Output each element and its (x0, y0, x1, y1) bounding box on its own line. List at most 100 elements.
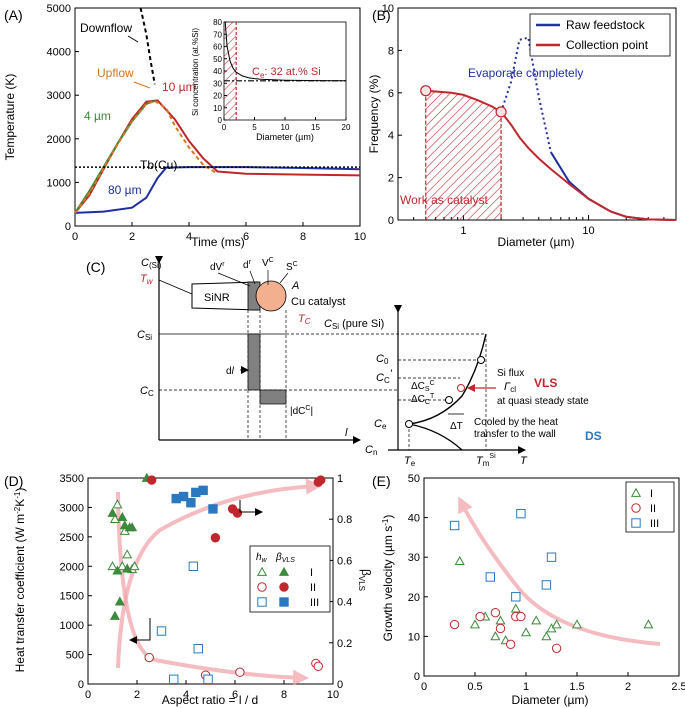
c-cooled-label-2: transfer to the wall (474, 429, 556, 440)
panel-d-legend-iii: III (310, 597, 319, 609)
d-point-square-filled (208, 504, 218, 514)
b-ytick-label: 10 (382, 3, 394, 15)
c-tm-label: TmSi (476, 453, 496, 468)
a-series-line-3 (74, 99, 219, 214)
panel-d-legend-hw: hw (256, 552, 268, 564)
b-ytick-label: 8 (388, 45, 394, 57)
e-xtick-label: 2 (625, 681, 631, 693)
c-point-ce (405, 420, 413, 428)
b-start-point (420, 85, 432, 97)
d-xtick-label: 0 (85, 689, 91, 701)
c-dr-label: dr (243, 259, 252, 271)
c-delta-cc-label: ΔCCT (411, 393, 435, 406)
c-cc-prime-label: CC' (376, 368, 393, 385)
panel-d-legend-markers (256, 566, 290, 607)
e-point-square-open (485, 572, 496, 582)
panel-e-legend-markers (630, 487, 642, 528)
panel-a-series (74, 7, 361, 214)
d-ytick-label: 2000 (60, 561, 84, 573)
e-ytick-label: 50 (408, 473, 420, 485)
inset-ytick-label: 50 (213, 55, 222, 64)
e-point-circle-open (506, 639, 516, 650)
panel-e-label: (E) (372, 473, 391, 489)
panel-a-upflow-label: Upflow (97, 66, 134, 80)
panel-a-downflow-label: Downflow (80, 21, 132, 35)
b-ytick-label: 2 (388, 173, 394, 185)
d-point-square-filled (186, 498, 196, 508)
d-ytick-label: 1500 (60, 591, 84, 603)
d-point-triangle-open (117, 561, 128, 571)
panel-d-trend-beta (116, 478, 322, 669)
d-point-triangle-open (109, 513, 120, 524)
panel-d-xlabel: Aspect ratio = l / d (162, 693, 258, 707)
d-point-triangle-filled (114, 596, 125, 606)
d-xtick-label: 2 (134, 689, 140, 701)
e-point-square-open (516, 508, 526, 519)
e-point-circle-open (449, 619, 460, 630)
c-l-axis-label: l (345, 427, 348, 439)
a-xtick-label: 4 (186, 231, 192, 243)
e-point-circle-open (490, 607, 501, 618)
d-xtick-label: 6 (232, 689, 238, 701)
d-point-square-open (156, 626, 167, 636)
c-si-flux-label: Si flux (497, 368, 524, 379)
panel-a-4um-label: 4 µm (84, 109, 111, 123)
panel-b-frame (397, 7, 677, 221)
legend-raw-feedstock: Raw feedstock (566, 18, 646, 32)
d-y2tick-label: 0.4 (337, 597, 352, 609)
d-ytick-label: 3500 (60, 473, 84, 485)
c-cn-label: Cn (365, 444, 377, 457)
d-ytick-label: 2500 (60, 532, 84, 544)
d-point-square-open (203, 674, 213, 684)
c-cooled-label-1: Cooled by the heat (474, 417, 558, 428)
a-xtick-label: 2 (129, 231, 135, 243)
panel-d-series (107, 472, 326, 684)
d-point-triangle-open (107, 561, 118, 571)
a-xtick-label: 10 (354, 231, 366, 243)
panel-a-label: (A) (4, 7, 23, 23)
inset-curve (224, 21, 347, 82)
panel-b-evaporate-label: Evaporate completely (468, 66, 583, 80)
d-point-triangle-open (112, 499, 123, 509)
e-point-triangle-open (510, 603, 521, 613)
panel-e-legend-iii: III (650, 518, 659, 530)
panel-b-ylabel: Frequency (%) (367, 75, 381, 154)
panel-d-label: (D) (4, 473, 23, 489)
e-point-triangle-open (531, 615, 542, 625)
c-solvus-curve (408, 423, 463, 451)
d-point-circle-open (144, 652, 154, 663)
inset-xtick-label: 10 (281, 123, 290, 132)
panel-a-upflow-pointer (133, 81, 151, 89)
c-sc-pointer (279, 272, 289, 284)
inset-ylabel: Si concentration (at.%Si) (191, 28, 200, 116)
a-ytick-label: 0 (65, 221, 71, 233)
c-liquidus-curve (408, 333, 487, 425)
e-point-circle-open (475, 611, 485, 622)
c-quasi-label: at quasi steady state (497, 396, 589, 407)
e-xtick-label: 1.5 (569, 681, 584, 693)
d-ytick-label: 3000 (60, 502, 84, 514)
a-series-line-4 (139, 7, 156, 85)
panel-d-legend-i: I (310, 567, 313, 579)
a-xtick-label: 8 (300, 231, 306, 243)
d-legend-marker-beta (279, 582, 289, 592)
panel-e-legend-ii: II (650, 503, 656, 515)
inset-xlabel: Diameter (µm) (256, 132, 314, 142)
e-point-square-open (546, 552, 557, 562)
e-point-square-open (541, 580, 552, 590)
b-xtick-label: 1 (460, 225, 466, 237)
b-catalyst-hatch (425, 90, 502, 220)
c-ds-label: DS (585, 429, 602, 443)
e-point-triangle-open (571, 619, 583, 629)
panel-d-ylabel: Heat transfer coefficient (W m-2K-1) (13, 488, 27, 673)
a-ytick-label: 4000 (47, 47, 71, 59)
b-ytick-label: 0 (388, 215, 394, 227)
inset-hatch (224, 22, 237, 120)
inset-ytick-label: 40 (213, 67, 222, 76)
d-point-square-open (193, 643, 203, 654)
inset-xtick-label: 5 (252, 123, 257, 132)
a-ytick-label: 5000 (47, 3, 71, 15)
b-raw-tail (550, 151, 677, 221)
